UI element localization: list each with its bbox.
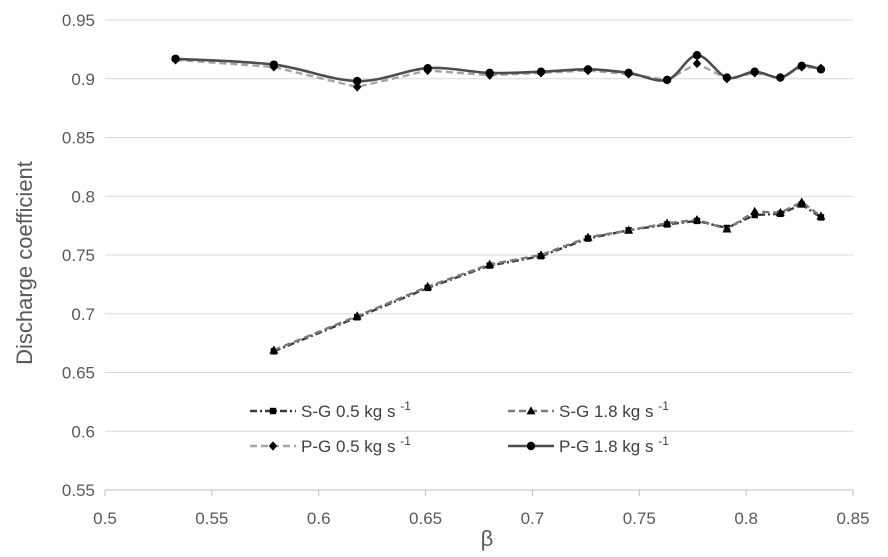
series-line <box>273 200 822 352</box>
x-tick-label: 0.6 <box>307 509 331 528</box>
data-point-square <box>751 211 758 219</box>
data-point-square <box>269 407 277 415</box>
legend-label-superscript: -1 <box>400 434 411 448</box>
x-axis-title: β <box>481 526 494 551</box>
x-tick-label: 0.75 <box>623 509 656 528</box>
data-point-circle <box>816 65 826 74</box>
data-point-circle <box>797 61 806 71</box>
legend-item-3: P-G 0.5 kg s -1 <box>250 434 411 456</box>
legend-label-superscript: -1 <box>658 434 669 448</box>
data-point-diamond <box>692 58 702 69</box>
legend: S-G 0.5 kg s -1 S-G 1.8 kg s -1 P-G 0.5 kg… <box>250 399 669 456</box>
legend-item-4: P-G 1.8 kg s -1 <box>508 434 669 456</box>
legend-item-1: S-G 0.5 kg s -1 <box>250 399 411 421</box>
data-point-triangle <box>662 218 672 227</box>
series-layer <box>171 51 826 355</box>
legend-label: P-G 1.8 kg s -1 <box>559 434 669 456</box>
series-1 <box>270 201 825 355</box>
y-tick-label: 0.7 <box>71 305 95 324</box>
data-point-circle <box>536 67 546 76</box>
legend-label: S-G 0.5 kg s -1 <box>301 399 411 421</box>
series-2 <box>269 197 826 354</box>
data-point-circle <box>722 73 732 82</box>
data-point-circle <box>692 51 702 60</box>
legend-label: P-G 0.5 kg s -1 <box>301 434 411 456</box>
x-tick-label: 0.65 <box>409 509 442 528</box>
y-tick-label: 0.85 <box>62 129 95 148</box>
x-tick-label: 0.8 <box>734 509 758 528</box>
y-tick-label: 0.55 <box>62 481 95 500</box>
y-tick-label: 0.6 <box>71 422 95 441</box>
data-point-circle <box>171 54 180 63</box>
data-point-circle <box>269 60 279 69</box>
data-point-circle <box>776 73 785 82</box>
data-point-triangle <box>624 225 634 234</box>
data-point-circle <box>624 68 633 78</box>
series-line <box>273 203 822 353</box>
data-point-circle <box>485 68 494 78</box>
gridlines <box>105 19 853 432</box>
data-point-triangle <box>775 207 785 217</box>
data-point-triangle <box>485 259 495 268</box>
data-point-circle <box>526 441 536 451</box>
y-axis-title: Discharge coefficient <box>12 161 37 365</box>
data-point-triangle <box>423 281 433 291</box>
data-point-triangle <box>722 224 732 233</box>
data-point-circle <box>750 67 759 76</box>
legend-label-superscript: -1 <box>400 399 411 413</box>
y-tick-label: 0.65 <box>62 364 95 383</box>
data-point-triangle <box>692 214 702 224</box>
y-tick-label: 0.9 <box>71 70 95 89</box>
data-point-circle <box>423 63 432 73</box>
data-point-circle <box>352 76 362 86</box>
data-point-circle <box>583 65 593 74</box>
data-point-circle <box>662 75 672 85</box>
data-point-triangle <box>352 311 362 320</box>
axes: 0.55 0.6 0.65 0.7 0.75 0.8 0.85 0.9 0.95 0.5 0.55 0… <box>62 11 870 528</box>
legend-label-superscript: -1 <box>658 399 669 413</box>
legend-item-2: S-G 1.8 kg s -1 <box>508 399 669 421</box>
data-point-triangle <box>797 197 807 206</box>
data-point-triangle <box>269 345 279 354</box>
data-point-diamond <box>268 441 278 451</box>
data-point-triangle <box>750 206 760 215</box>
data-point-triangle <box>583 232 593 241</box>
series-4 <box>171 51 826 86</box>
x-tick-label: 0.85 <box>836 509 869 528</box>
legend-label: S-G 1.8 kg s -1 <box>559 399 669 421</box>
y-tick-label: 0.75 <box>62 246 95 265</box>
data-point-triangle <box>526 406 536 415</box>
x-tick-label: 0.55 <box>195 509 228 528</box>
x-tick-label: 0.5 <box>93 509 117 528</box>
y-tick-label: 0.8 <box>71 187 95 206</box>
data-point-triangle <box>536 250 546 259</box>
y-tick-label: 0.95 <box>62 11 95 30</box>
x-tick-label: 0.7 <box>521 509 545 528</box>
data-point-triangle <box>816 211 826 220</box>
